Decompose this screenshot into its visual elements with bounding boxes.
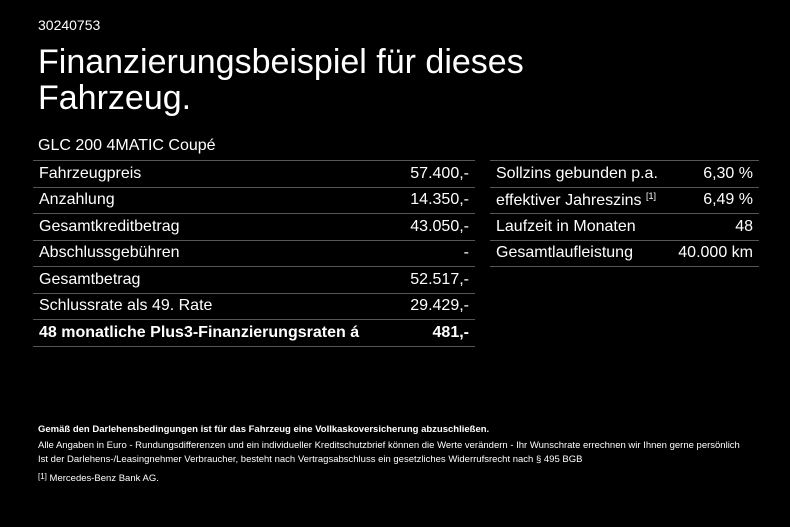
insurance-note: Gemäß den Darlehensbedingungen ist für d… [38,424,490,435]
page-title: Finanzierungsbeispiel für dieses Fahrzeu… [38,43,524,117]
table-row: Fahrzeugpreis 57.400,- [33,160,475,188]
table-row: Gesamtlaufleistung 40.000 km [490,239,759,267]
table-row-monthly-rate: 48 monatliche Plus3-Finanzierungsraten á… [33,319,475,347]
financing-table: Fahrzeugpreis 57.400,- Anzahlung 14.350,- … [33,160,475,347]
model-name: GLC 200 4MATIC Coupé [38,137,216,154]
table-row: Abschlussgebühren - [33,239,475,267]
table-row: Gesamtbetrag 52.517,- [33,266,475,294]
footnote: [1] Mercedes-Benz Bank AG. [38,472,159,484]
table-row: Anzahlung 14.350,- [33,186,475,214]
interest-table: Sollzins gebunden p.a. 6,30 % effektiver … [490,160,759,267]
table-row: Laufzeit in Monaten 48 [490,213,759,241]
table-row: Schlussrate als 49. Rate 29.429,- [33,292,475,320]
table-row: Gesamtkreditbetrag 43.050,- [33,213,475,241]
table-row: Sollzins gebunden p.a. 6,30 % [490,160,759,188]
withdrawal-note: Ist der Darlehens-/Leasingnehmer Verbrau… [38,454,583,465]
disclaimer-note: Alle Angaben in Euro - Rundungsdifferenz… [38,440,740,451]
table-row: effektiver Jahreszins [1] 6,49 % [490,186,759,214]
offer-id: 30240753 [38,17,101,33]
footnote-ref: [1] [646,190,657,201]
